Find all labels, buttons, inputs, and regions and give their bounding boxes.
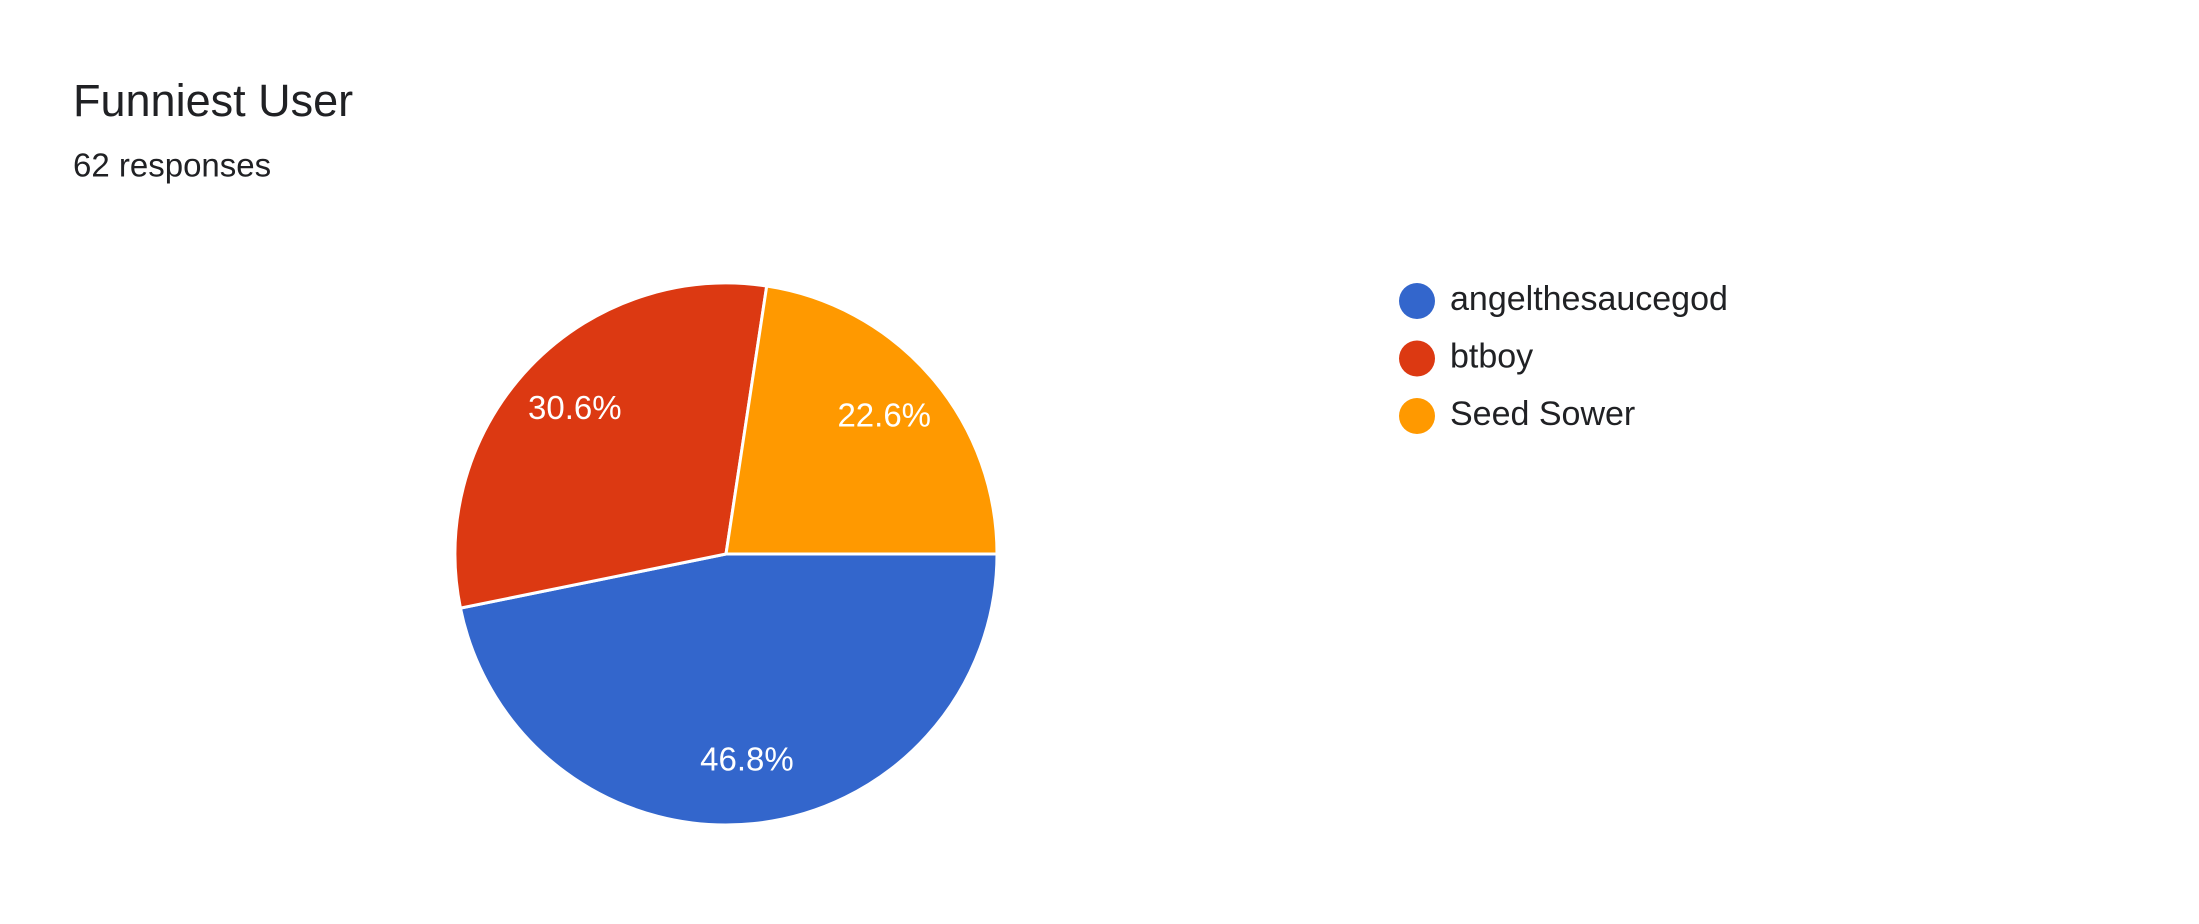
- value-label: 22.6%: [837, 397, 931, 434]
- value-label: 46.8%: [700, 740, 794, 777]
- legend-swatch: [1399, 340, 1435, 377]
- legend-swatch: [1399, 398, 1435, 434]
- legend-label: btboy: [1450, 337, 1533, 375]
- pie-slice: [458, 552, 999, 827]
- pie-slice: [724, 284, 999, 556]
- legend-label: angelthesaucegod: [1450, 280, 1728, 318]
- chart-subtitle: 62 responses: [73, 147, 271, 184]
- legend-label: Seed Sower: [1450, 395, 1635, 433]
- pie-slice: [453, 281, 769, 610]
- value-label: 30.6%: [528, 389, 622, 426]
- legend-swatch: [1399, 283, 1435, 319]
- chart-title: Funniest User: [73, 75, 353, 126]
